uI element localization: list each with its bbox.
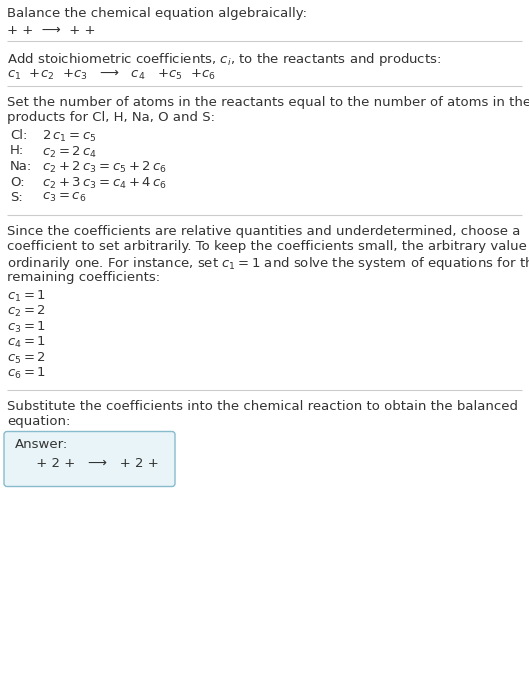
FancyBboxPatch shape (4, 432, 175, 486)
Text: Substitute the coefficients into the chemical reaction to obtain the balanced: Substitute the coefficients into the che… (7, 400, 518, 413)
Text: coefficient to set arbitrarily. To keep the coefficients small, the arbitrary va: coefficient to set arbitrarily. To keep … (7, 240, 529, 253)
Text: $c_3 = 1$: $c_3 = 1$ (7, 320, 46, 335)
Text: $c_2 = 2$: $c_2 = 2$ (7, 304, 46, 319)
Text: $c_2 + 3\,c_3 = c_4 + 4\,c_6$: $c_2 + 3\,c_3 = c_4 + 4\,c_6$ (42, 176, 167, 191)
Text: Answer:: Answer: (15, 438, 68, 451)
Text: O:: O: (10, 176, 25, 189)
Text: + 2 +   ⟶   + 2 +: + 2 + ⟶ + 2 + (15, 457, 159, 470)
Text: Balance the chemical equation algebraically:: Balance the chemical equation algebraica… (7, 7, 307, 20)
Text: $c_6 = 1$: $c_6 = 1$ (7, 366, 46, 381)
Text: remaining coefficients:: remaining coefficients: (7, 271, 160, 284)
Text: $c_5 = 2$: $c_5 = 2$ (7, 350, 46, 365)
Text: $c_1$  +$c_2$  +$c_3$   ⟶   $c_4$   +$c_5$  +$c_6$: $c_1$ +$c_2$ +$c_3$ ⟶ $c_4$ +$c_5$ +$c_6… (7, 68, 216, 81)
Text: $c_4 = 1$: $c_4 = 1$ (7, 335, 46, 350)
Text: + +  ⟶  + +: + + ⟶ + + (7, 23, 96, 36)
Text: ordinarily one. For instance, set $c_1 = 1$ and solve the system of equations fo: ordinarily one. For instance, set $c_1 =… (7, 255, 529, 273)
Text: $c_3 = c_6$: $c_3 = c_6$ (42, 191, 86, 204)
Text: $c_1 = 1$: $c_1 = 1$ (7, 288, 46, 304)
Text: H:: H: (10, 145, 24, 158)
Text: Cl:: Cl: (10, 129, 28, 142)
Text: Add stoichiometric coefficients, $c_i$, to the reactants and products:: Add stoichiometric coefficients, $c_i$, … (7, 51, 441, 68)
Text: equation:: equation: (7, 415, 70, 428)
Text: products for Cl, H, Na, O and S:: products for Cl, H, Na, O and S: (7, 111, 215, 124)
Text: $2\,c_1 = c_5$: $2\,c_1 = c_5$ (42, 129, 97, 144)
Text: $c_2 = 2\,c_4$: $c_2 = 2\,c_4$ (42, 145, 97, 160)
Text: Na:: Na: (10, 160, 32, 173)
Text: $c_2 + 2\,c_3 = c_5 + 2\,c_6$: $c_2 + 2\,c_3 = c_5 + 2\,c_6$ (42, 160, 167, 175)
Text: Since the coefficients are relative quantities and underdetermined, choose a: Since the coefficients are relative quan… (7, 225, 521, 238)
Text: S:: S: (10, 191, 23, 204)
Text: Set the number of atoms in the reactants equal to the number of atoms in the: Set the number of atoms in the reactants… (7, 96, 529, 109)
